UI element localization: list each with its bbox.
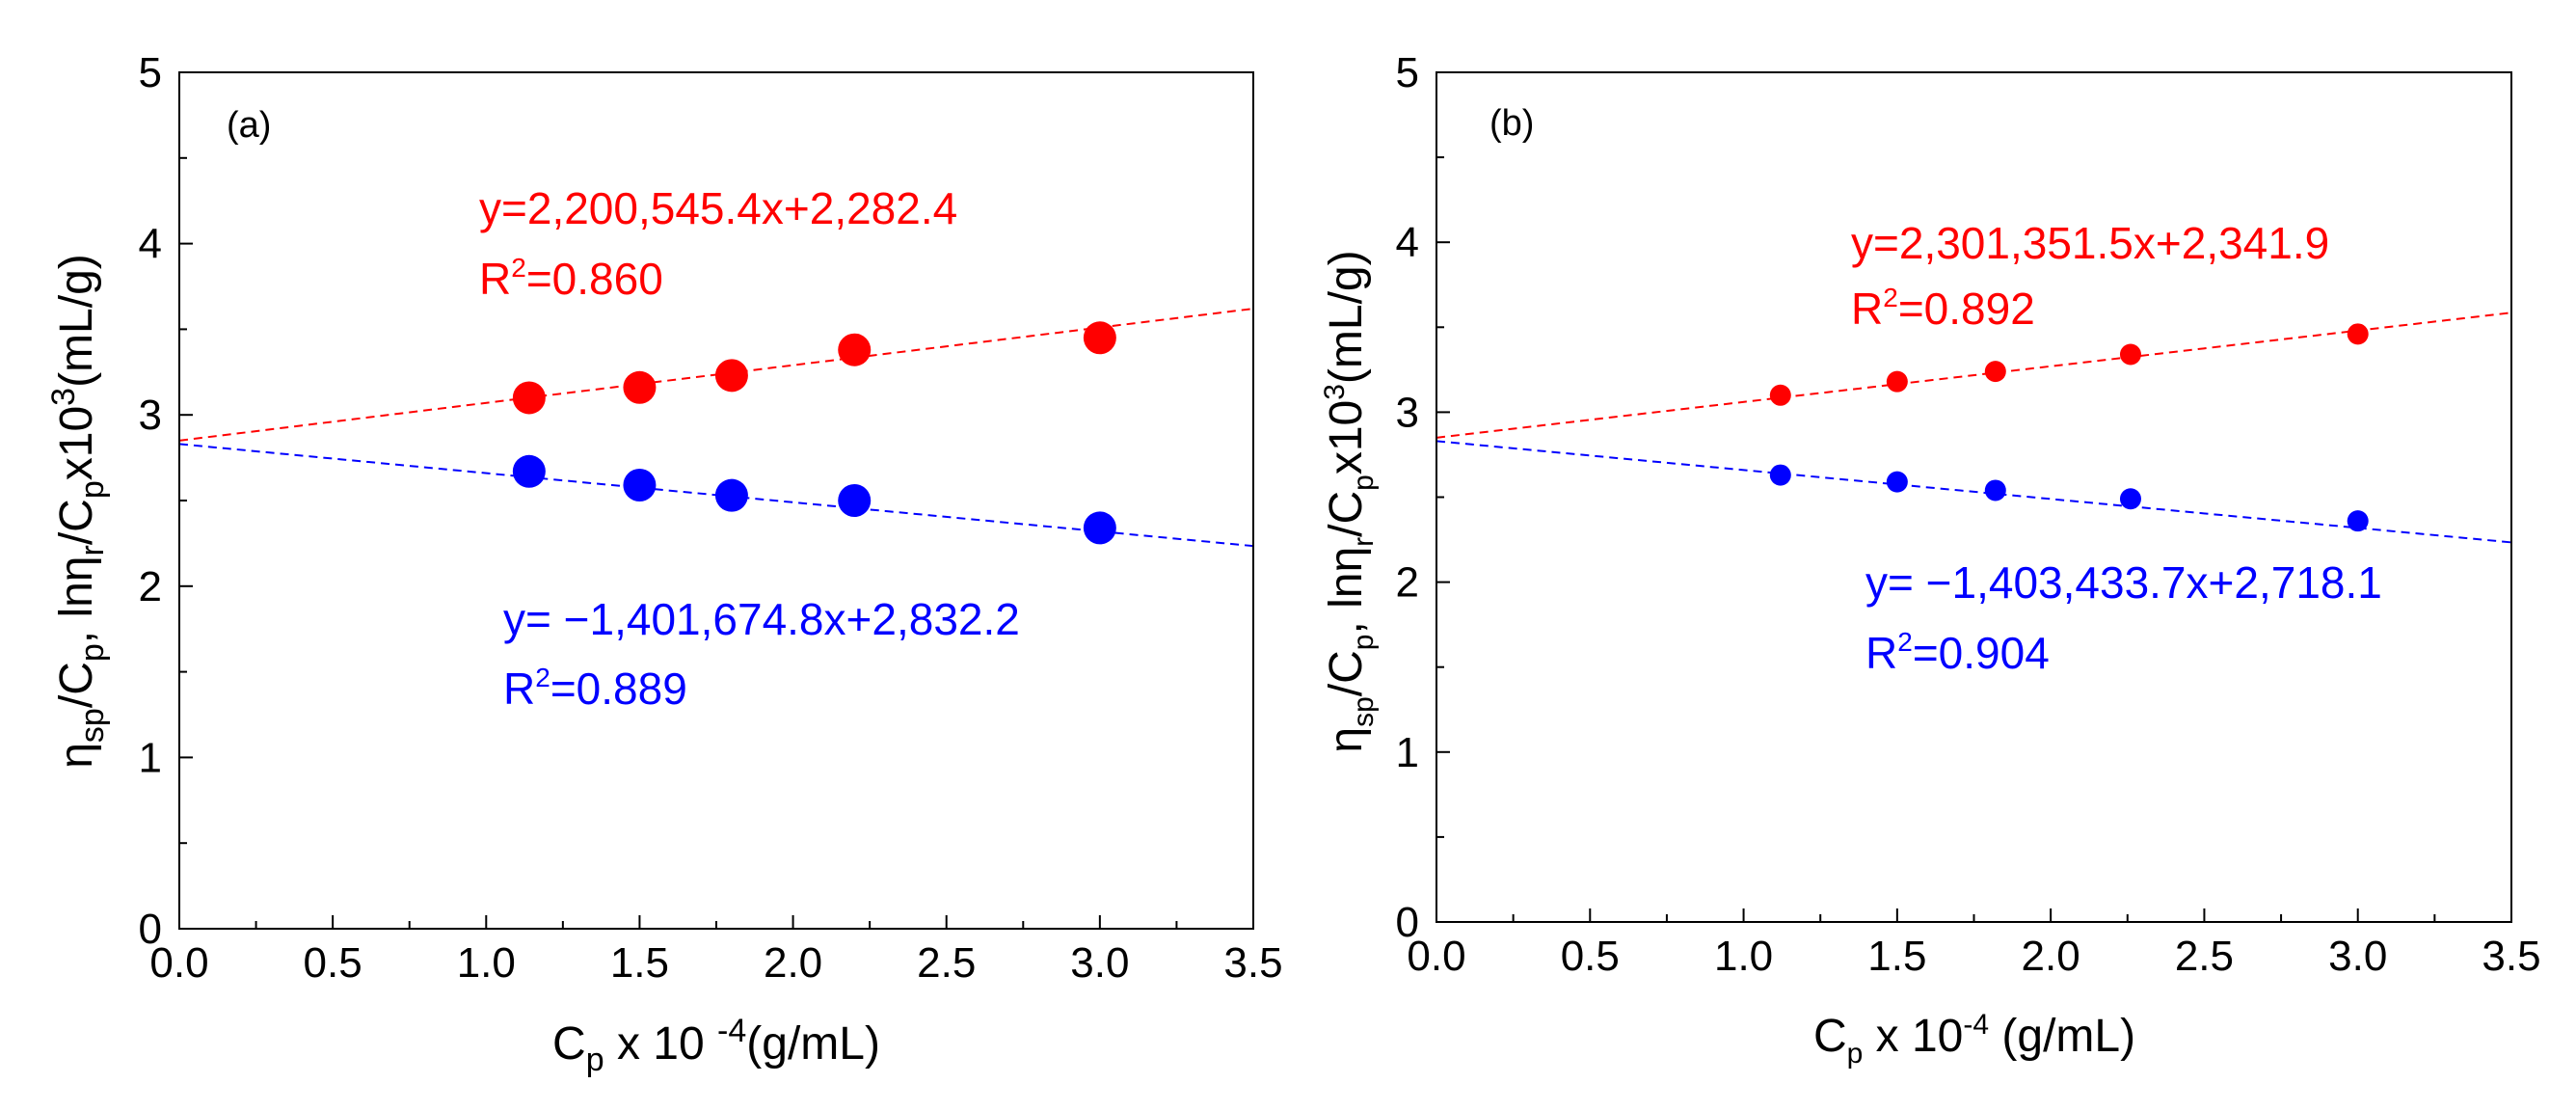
fit-line: [1436, 440, 2512, 544]
y-tick-label: 3: [139, 392, 162, 439]
data-point: [2347, 323, 2369, 345]
r-squared-red: R2=0.860: [479, 253, 663, 304]
x-axis-label: Cp x 10-4 (g/mL): [1813, 1009, 2135, 1070]
fit-equation-red: y=2,200,545.4x+2,282.4: [479, 183, 957, 233]
chart-panel-a: 0.0 0.5 1.0 1.5 2.0 2.5 3.0 3.5 0 1 2 3 4 5 (a) y=2,2…: [45, 49, 1283, 1078]
data-point: [512, 381, 546, 415]
x-tick-label: 0.0: [149, 939, 208, 987]
data-point: [1083, 321, 1116, 355]
data-point: [1886, 471, 1908, 493]
y-tick-label: 5: [1396, 49, 1419, 96]
y-tick-label: 4: [139, 221, 162, 268]
data-point: [2119, 488, 2141, 510]
x-tick-label: 0.0: [1407, 933, 1465, 980]
y-axis-label: ηsp/Cp, lnηr/Cpx103(mL/g): [1319, 250, 1380, 752]
y-tick-label: 3: [1396, 389, 1419, 436]
panel-label: (a): [227, 105, 271, 146]
y-tick-label: 0: [1396, 899, 1419, 946]
x-tick-label: 2.5: [2175, 933, 2234, 980]
data-point: [714, 478, 748, 512]
data-point: [714, 359, 748, 393]
data-point: [512, 454, 546, 488]
plot-frame: [1436, 71, 2512, 923]
x-tick-label: 2.0: [2022, 933, 2080, 980]
fit-line: [1436, 312, 2512, 439]
y-tick-label: 4: [1396, 219, 1419, 266]
y-tick-label: 0: [139, 906, 162, 953]
data-point: [1984, 361, 2006, 383]
panel-label: (b): [1489, 103, 1534, 144]
x-tick-label: 2.0: [764, 939, 822, 987]
data-point: [1886, 370, 1908, 393]
x-tick-label: 3.0: [2328, 933, 2387, 980]
fit-equation-red: y=2,301,351.5x+2,341.9: [1851, 218, 2329, 268]
data-point: [623, 469, 657, 502]
fit-equation-blue: y= −1,401,674.8x+2,832.2: [503, 594, 1020, 644]
x-tick-label: 0.5: [1561, 933, 1620, 980]
data-point: [1984, 479, 2006, 501]
r-squared-red: R2=0.892: [1851, 283, 2035, 334]
y-tick-label: 2: [1396, 559, 1419, 607]
x-tick-label: 1.5: [610, 939, 669, 987]
data-point: [838, 333, 872, 366]
data-point: [623, 370, 657, 404]
x-tick-label: 3.5: [1223, 939, 1282, 987]
r-squared-blue: R2=0.889: [503, 663, 687, 714]
x-tick-label: 1.0: [457, 939, 516, 987]
chart-panel-b: 0.0 0.5 1.0 1.5 2.0 2.5 3.0 3.5 0 1 2 3 4 5 (b) y=2,3…: [1319, 49, 2541, 1070]
x-tick-label: 1.0: [1714, 933, 1773, 980]
data-point: [1083, 511, 1116, 545]
y-axis-label: ηsp/Cp, lnηr/Cpx103(mL/g): [45, 254, 111, 769]
y-tick-label: 1: [1396, 729, 1419, 776]
x-tick-label: 3.0: [1070, 939, 1129, 987]
r-squared-blue: R2=0.904: [1865, 627, 2050, 678]
data-point: [1769, 464, 1791, 486]
y-tick-label: 2: [139, 563, 162, 610]
fit-equation-blue: y= −1,403,433.7x+2,718.1: [1865, 557, 2382, 608]
data-point: [2347, 510, 2369, 532]
x-tick-label: 0.5: [304, 939, 362, 987]
x-tick-label: 1.5: [1867, 933, 1926, 980]
y-tick-label: 1: [139, 734, 162, 781]
x-tick-label: 3.5: [2482, 933, 2540, 980]
x-tick-label: 2.5: [917, 939, 976, 987]
data-point: [1769, 384, 1791, 406]
data-point: [838, 484, 872, 517]
y-tick-label: 5: [139, 49, 162, 96]
data-point: [2119, 343, 2141, 366]
x-axis-label: Cp x 10 -4(g/mL): [552, 1013, 880, 1078]
